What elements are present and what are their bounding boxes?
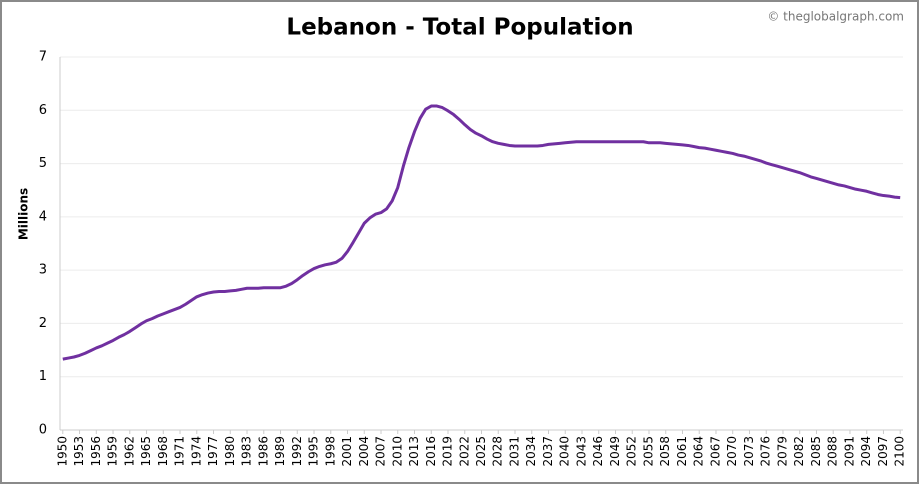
y-tick-label: 6 [39,103,47,118]
x-tick-label: 1983 [240,436,254,467]
x-tick-label: 2013 [407,436,421,467]
x-tick-label: 2079 [775,436,789,467]
y-axis-label: Millions [17,188,31,240]
x-tick-label: 1959 [106,436,120,467]
x-tick-label: 2091 [842,436,856,467]
chart-title: Lebanon - Total Population [286,15,633,41]
x-tick-label: 2028 [491,436,505,467]
x-tick-label: 1995 [307,436,321,467]
y-tick-label: 4 [39,209,47,224]
x-tick-label: 2100 [893,436,907,467]
x-tick-label: 2073 [742,436,756,467]
x-tick-label: 2019 [441,436,455,467]
watermark: © theglobalgraph.com [767,10,904,24]
x-tick-label: 2022 [457,436,471,467]
x-tick-label: 2058 [658,436,672,467]
x-tick-label: 1989 [273,436,287,467]
x-tick-label: 1998 [323,436,337,467]
x-tick-label: 2031 [507,436,521,467]
x-tick-label: 2061 [675,436,689,467]
x-tick-label: 1953 [72,436,86,467]
x-tick-label: 2064 [692,436,706,467]
y-tick-label: 5 [39,156,47,171]
x-tick-label: 2025 [474,436,488,467]
x-tick-label: 2037 [541,436,555,467]
x-tick-label: 2016 [424,436,438,467]
x-tick-label: 1986 [256,436,270,467]
x-tick-label: 2097 [876,436,890,467]
y-tick-label: 0 [39,423,47,438]
x-tick-label: 2052 [625,436,639,467]
x-tick-label: 2004 [357,436,371,467]
x-tick-label: 1956 [89,436,103,467]
x-tick-label: 1962 [122,436,136,467]
x-tick-label: 2055 [641,436,655,467]
x-tick-label: 2001 [340,436,354,467]
y-tick-label: 1 [39,369,47,384]
x-tick-label: 2070 [725,436,739,467]
x-tick-label: 2088 [826,436,840,467]
x-tick-label: 2067 [708,436,722,467]
x-tick-label: 1968 [156,436,170,467]
x-tick-label: 2046 [591,436,605,467]
x-tick-label: 1977 [206,436,220,467]
x-tick-label: 2085 [809,436,823,467]
x-tick-label: 2049 [608,436,622,467]
y-tick-label: 3 [39,263,47,278]
x-tick-label: 2040 [558,436,572,467]
x-tick-label: 1971 [173,436,187,467]
x-tick-label: 2082 [792,436,806,467]
x-tick-label: 2034 [524,436,538,467]
x-tick-label: 1992 [290,436,304,467]
x-tick-label: 1980 [223,436,237,467]
y-tick-label: 2 [39,316,47,331]
x-tick-label: 1974 [189,436,203,467]
x-tick-label: 2007 [374,436,388,467]
x-tick-label: 2076 [759,436,773,467]
x-tick-label: 1950 [55,436,69,467]
x-tick-label: 1965 [139,436,153,467]
x-tick-label: 2094 [859,436,873,467]
data-line [62,104,901,361]
x-tick-label: 2010 [390,436,404,467]
x-tick-label: 2043 [574,436,588,467]
y-tick-label: 7 [39,50,47,65]
